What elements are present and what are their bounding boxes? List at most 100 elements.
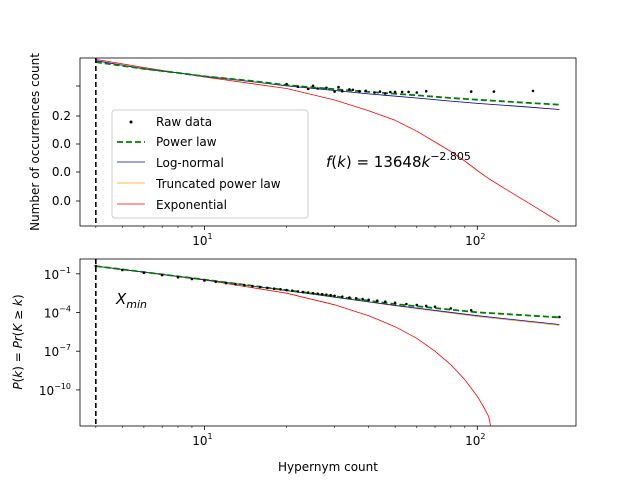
bottom-raw-data-point (306, 291, 310, 294)
bottom-raw-data-point (329, 293, 332, 297)
bottom-axes: 101 102 10−1 10−4 10−7 10−10 (39, 266, 486, 448)
bottom-raw-data-point (296, 290, 300, 293)
top-raw-data-point (285, 82, 288, 86)
x-axis-label: Hypernym count (278, 460, 378, 474)
top-raw-data-point (393, 90, 397, 94)
top-raw-data-point (311, 84, 315, 88)
bottom-series-power-law-line (95, 265, 560, 319)
bottom-raw-data-point (258, 285, 262, 289)
bottom-raw-data-point (469, 309, 473, 312)
bottom-raw-data-point (348, 296, 351, 299)
bottom-raw-data-point (251, 284, 254, 288)
bottom-raw-data-point (384, 300, 387, 304)
bottom-y-tick-label: 10−7 (44, 343, 71, 359)
top-raw-data-point (373, 91, 376, 94)
top-x-tick-label: 101 (192, 232, 212, 248)
top-raw-data-point (296, 85, 300, 88)
top-raw-data-point (531, 89, 535, 93)
bottom-raw-data-point (272, 287, 276, 291)
top-raw-data-point (424, 89, 428, 93)
bottom-x-tick-label: 102 (465, 432, 485, 448)
bottom-raw-data-point (333, 294, 336, 298)
bottom-y-tick-label: 10−1 (44, 266, 71, 282)
legend-lognormal-label: Log-normal (156, 156, 224, 170)
top-raw-data-point (358, 89, 361, 93)
bottom-raw-data-point (160, 273, 164, 277)
top-y-tick-label: 0.2 (52, 109, 71, 123)
top-raw-data-point (469, 90, 473, 93)
fit-formula-annotation: f(k) = 13648k−2.805 (326, 150, 471, 171)
legend-raw-label: Raw data (156, 115, 212, 129)
bottom-raw-data-point (243, 283, 246, 287)
xmin-annotation: Xmin (115, 290, 147, 311)
legend-raw-marker (129, 120, 133, 124)
bottom-raw-data-point (316, 292, 320, 296)
top-series-exponential-line (95, 59, 560, 223)
top-series-power-law-line (95, 61, 560, 106)
top-y-axis-label: Number of occurrences count (28, 53, 42, 231)
bottom-panel: 101 102 10−1 10−4 10−7 10−10 P(k) = Pr(K ≥ k)… (11, 258, 577, 474)
legend-box (111, 109, 309, 219)
top-series-truncated-power-law-line (95, 60, 560, 110)
bottom-raw-data-point (203, 279, 206, 282)
bottom-raw-data-point (367, 298, 371, 302)
bottom-raw-data-point (285, 288, 288, 292)
top-raw-data-point (407, 90, 410, 94)
bottom-raw-data-point (214, 280, 217, 284)
top-raw-data-point (400, 90, 404, 94)
top-raw-data-point (306, 87, 310, 91)
top-x-tick-label: 102 (465, 232, 485, 248)
bottom-raw-data-point (311, 291, 315, 295)
top-raw-data-point (384, 92, 387, 95)
bottom-raw-data-point (325, 293, 328, 297)
bottom-raw-data-point (405, 302, 408, 306)
bottom-raw-data-point (190, 277, 194, 281)
bottom-raw-data-point (558, 315, 561, 319)
bottom-series-log-normal-line (95, 265, 560, 325)
bottom-y-tick-label: 10−10 (39, 382, 71, 398)
top-plot-area (95, 58, 560, 226)
top-series-log-normal-line (95, 60, 560, 110)
top-raw-data-point (415, 91, 419, 94)
top-raw-data-point (492, 90, 496, 93)
top-raw-data-point (364, 89, 368, 93)
bottom-y-tick-label: 10−4 (44, 305, 71, 321)
bottom-y-axis-label: P(k) = Pr(K ≥ k) (11, 294, 25, 389)
top-plot-frame (79, 57, 577, 227)
bottom-plot-frame (79, 258, 577, 427)
bottom-plot-area (94, 259, 561, 426)
bottom-raw-data-point (301, 290, 305, 294)
bottom-raw-data-point (361, 297, 364, 301)
bottom-raw-data-point (224, 281, 228, 285)
legend-exponential-label: Exponential (156, 198, 227, 212)
bottom-x-tick-label: 101 (192, 432, 212, 448)
top-y-tick-label: 0.0 (52, 137, 71, 151)
top-raw-data-point (316, 87, 320, 90)
legend-truncated-label: Truncated power law (155, 177, 281, 191)
top-raw-data-point (333, 90, 336, 93)
bottom-raw-data-point (176, 276, 180, 279)
top-raw-data-point (348, 88, 351, 91)
bottom-series-exponential-line (95, 265, 492, 426)
top-raw-data-point (337, 85, 340, 89)
bottom-raw-data-point (121, 268, 124, 272)
top-panel: 101 102 0.2 0.0 0.0 0.0 Number of occurrences… (28, 53, 577, 248)
top-raw-data-point (351, 88, 355, 92)
bottom-raw-data-point (433, 305, 437, 309)
legend: Raw data Power law Log-normal Truncated … (111, 109, 309, 219)
top-raw-data-point (341, 89, 344, 93)
bottom-raw-data-point (291, 289, 294, 293)
bottom-raw-data-point (376, 299, 379, 303)
bottom-raw-data-point (266, 286, 269, 290)
top-raw-data-point (325, 86, 328, 90)
bottom-raw-data-point (142, 271, 146, 275)
legend-power-law-label: Power law (156, 135, 217, 149)
bottom-raw-data-point (424, 304, 428, 308)
top-y-tick-label: 0.0 (52, 194, 71, 208)
bottom-raw-data-point (94, 264, 98, 268)
bottom-raw-data-point (234, 283, 237, 286)
bottom-raw-data-point (415, 303, 419, 307)
bottom-raw-data-point (320, 292, 324, 296)
top-axes: 101 102 0.2 0.0 0.0 0.0 (52, 85, 485, 248)
